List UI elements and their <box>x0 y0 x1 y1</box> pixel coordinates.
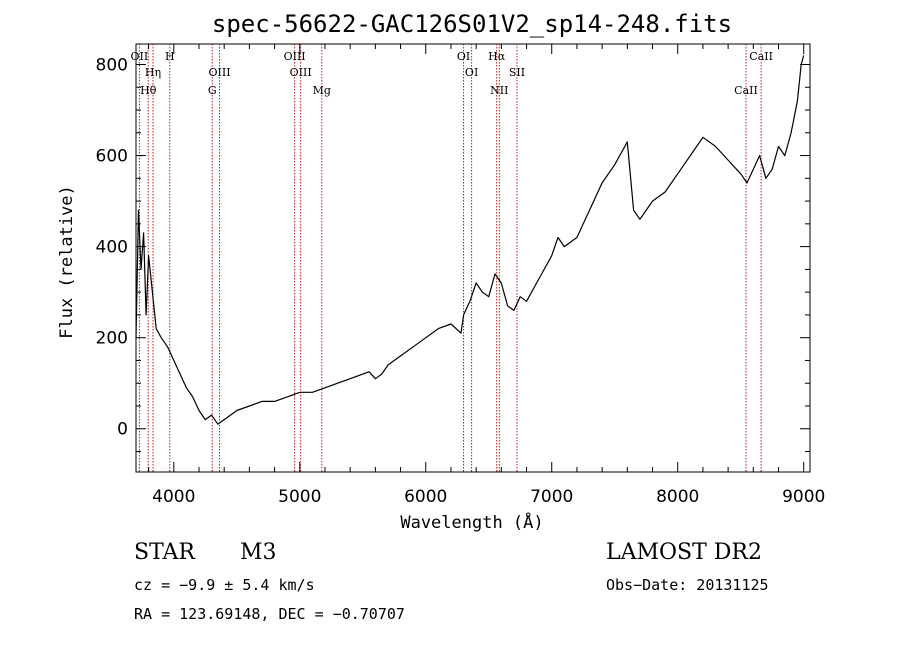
x-tick-label: 4000 <box>152 487 195 507</box>
spectral-line-label: Hη <box>145 66 161 79</box>
spectral-line-label: OII <box>131 50 149 63</box>
object-type: STAR <box>134 540 196 565</box>
x-tick-label: 8000 <box>656 487 699 507</box>
coordinates: RA = 123.69148, DEC = −0.70707 <box>134 605 405 623</box>
spectral-line-label: OI <box>465 66 478 79</box>
spectral-line-label: OIII <box>284 50 306 63</box>
spectral-line-label: Mg <box>313 84 331 97</box>
spectral-line-label: Hα <box>488 50 506 63</box>
redshift-cz: cz = −9.9 ± 5.4 km/s <box>134 576 315 594</box>
y-tick-label: 0 <box>117 420 128 440</box>
x-tick-label: 7000 <box>530 487 573 507</box>
spectral-line-label: OIII <box>290 66 312 79</box>
spectral-line-labels: OIIHηHθHOIIIGOIIIOIIIMgOIOINIIHαSIICaIIC… <box>131 50 773 97</box>
spectral-line-label: CaII <box>749 50 773 63</box>
spectral-line-label: OIII <box>208 66 230 79</box>
spectral-lines <box>138 44 762 472</box>
object-subclass: M3 <box>240 540 277 565</box>
spectrum-series <box>135 55 805 425</box>
spectral-line-label: NII <box>490 84 508 97</box>
x-tick-label: 5000 <box>278 487 321 507</box>
plot-frame <box>135 43 811 473</box>
y-tick-label: 400 <box>96 238 128 258</box>
spectral-line-label: Hθ <box>140 84 157 97</box>
y-tick-label: 600 <box>96 147 128 167</box>
spectral-line-label: G <box>208 84 217 97</box>
observation-date: Obs−Date: 20131125 <box>606 576 769 594</box>
spectral-line-label: CaII <box>734 84 758 97</box>
y-tick-label: 800 <box>96 55 128 75</box>
plot-area-border <box>135 43 811 473</box>
axis-ticks: 4000 5000 6000 7000 8000 9000 0 200 400 600 800 <box>96 44 825 507</box>
chart-title: spec-56622-GAC126S01V2_sp14-248.fits <box>212 10 732 38</box>
y-tick-label: 200 <box>96 329 128 349</box>
survey-name: LAMOST DR2 <box>606 540 762 565</box>
spectral-line-label: SII <box>509 66 525 79</box>
x-tick-label: 9000 <box>782 487 825 507</box>
x-axis-label: Wavelength (Å) <box>400 511 543 533</box>
y-axis-label: Flux (relative) <box>57 185 77 339</box>
spectral-line-label: OI <box>457 50 470 63</box>
spectral-line-label: H <box>165 50 175 63</box>
spectrum-line <box>135 55 805 425</box>
x-tick-label: 6000 <box>404 487 447 507</box>
